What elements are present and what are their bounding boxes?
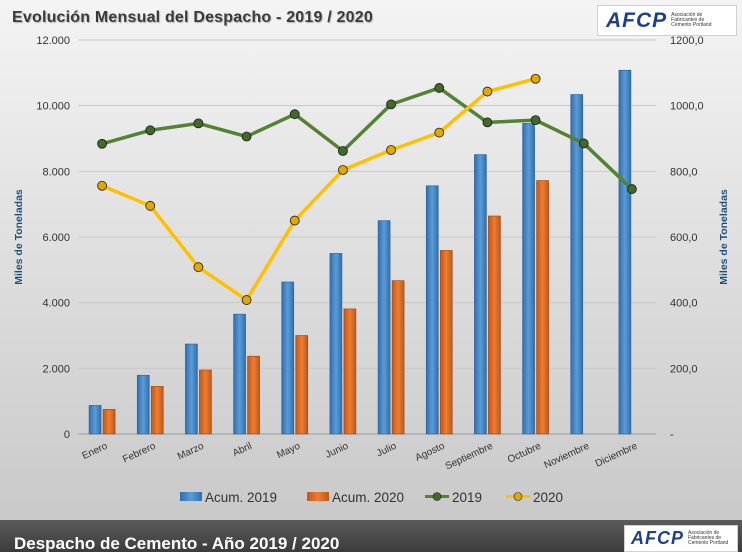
point-2019 [193, 118, 204, 129]
series-line-2020 [101, 77, 537, 302]
legend-label: 2019 [452, 490, 482, 505]
bar-acum-2019 [281, 281, 295, 435]
y2-tick-label: 400,0 [670, 298, 698, 310]
bar-acum-2019 [522, 123, 535, 435]
x-tick-label: Junio [324, 441, 351, 461]
afcp-logo-footer-text: AFCP [631, 528, 684, 548]
bar-acum-2019 [618, 69, 632, 435]
y2-tick-label: 1000,0 [670, 101, 704, 113]
legend-label: 2020 [533, 490, 563, 505]
bar-acum-2019 [233, 313, 246, 435]
bar-acum-2019 [88, 405, 102, 435]
point-2019 [434, 83, 445, 93]
footer-title: Despacho de Cemento - Año 2019 / 2020 [14, 534, 340, 553]
bar-acum-2019 [474, 154, 487, 435]
point-2019 [241, 131, 252, 142]
point-2020 [241, 295, 252, 305]
y-tick-label: 6.000 [42, 232, 70, 244]
y2-tick-label: 1200,0 [670, 35, 704, 47]
x-tick-label: Diciembre [594, 441, 640, 470]
y2-tick-label: 200,0 [670, 363, 698, 375]
y-tick-label: 2.000 [42, 363, 70, 375]
y2-tick-label: 600,0 [670, 232, 698, 244]
bar-acum-2020 [295, 335, 309, 435]
y2-tick-label: 800,0 [670, 166, 698, 178]
y-tick-label: 12.000 [36, 35, 70, 47]
chart-slide: Evolución Mensual del Despacho - 2019 / … [0, 0, 742, 520]
point-2019 [578, 138, 589, 149]
afcp-logo-text: AFCP [606, 8, 668, 32]
point-2019 [289, 109, 300, 120]
point-2020 [386, 145, 396, 155]
point-2020 [530, 73, 541, 84]
y-tick-label: 10.000 [36, 101, 70, 113]
bar-acum-2019 [329, 253, 343, 435]
x-tick-label: Abril [231, 441, 254, 459]
bar-acum-2020 [102, 409, 116, 435]
footer-bar: Despacho de Cemento - Año 2019 / 2020 AF… [0, 520, 742, 553]
point-2020 [193, 262, 204, 273]
bar-acum-2020 [488, 215, 501, 435]
x-tick-label: Mayo [275, 441, 302, 461]
bar-acum-2019 [377, 220, 391, 435]
legend-swatch-dot [432, 492, 442, 501]
x-tick-label: Julio [375, 441, 399, 460]
afcp-logo-footer-subtext: Asociación de Fabricantes de Cemento Por… [688, 530, 729, 546]
y-tick-label: 8.000 [42, 166, 70, 178]
y2-axis-label: Miles de Toneladas [718, 189, 730, 285]
bar-acum-2019 [136, 374, 150, 435]
x-tick-label: Agosto [414, 441, 447, 464]
bar-acum-2020 [439, 250, 453, 435]
point-2020 [434, 127, 445, 138]
bar-acum-2020 [536, 180, 549, 435]
bar-acum-2019 [570, 94, 584, 435]
x-tick-label: Marzo [176, 441, 206, 463]
y-tick-label: 0 [64, 429, 70, 441]
point-2019 [145, 125, 156, 136]
bar-acum-2020 [343, 308, 357, 435]
y2-tick-label: - [670, 429, 674, 441]
afcp-logo: AFCP Asociación de Fabricantes de Cement… [597, 5, 737, 36]
bar-acum-2020 [247, 355, 260, 435]
x-tick-label: Noviembre [543, 441, 592, 472]
bar-acum-2019 [425, 185, 439, 435]
x-tick-label: Octubre [506, 441, 543, 466]
point-2019 [338, 146, 348, 156]
legend-label: Acum. 2019 [205, 490, 277, 505]
legend-swatch [307, 492, 329, 501]
chart-plot: 0 - 2.000 200,0 4.000 400,0 6.000 600,0 8.000 800… [13, 35, 730, 505]
series-line-2019 [101, 86, 634, 191]
afcp-logo-footer: AFCP Asociación de Fabricantes de Cement… [624, 525, 738, 552]
point-2019 [386, 99, 396, 110]
x-tick-label: Enero [81, 441, 110, 462]
legend-swatch [180, 492, 202, 501]
point-2020 [482, 86, 493, 97]
bar-acum-2020 [199, 369, 212, 435]
y-tick-label: 4.000 [42, 298, 70, 310]
point-2019 [627, 184, 637, 194]
legend-label: Acum. 2020 [332, 490, 404, 505]
point-2019 [530, 115, 541, 126]
bar-acum-2020 [150, 386, 164, 435]
point-2019 [97, 138, 107, 149]
point-2020 [145, 200, 156, 211]
point-2020 [97, 180, 107, 191]
x-tick-label: Febrero [121, 441, 158, 466]
afcp-logo-subtext: Asociación de Fabricantes de Cemento Por… [671, 12, 712, 28]
chart-title: Evolución Mensual del Despacho - 2019 / … [12, 9, 373, 26]
point-2019 [482, 117, 493, 128]
y-axis-label: Miles de Toneladas [13, 189, 25, 285]
bar-acum-2020 [391, 280, 405, 435]
point-2020 [289, 215, 300, 226]
bar-acum-2019 [185, 343, 198, 435]
legend-swatch-dot [513, 492, 523, 501]
x-tick-label: Septiembre [444, 441, 495, 473]
point-2020 [338, 165, 348, 175]
